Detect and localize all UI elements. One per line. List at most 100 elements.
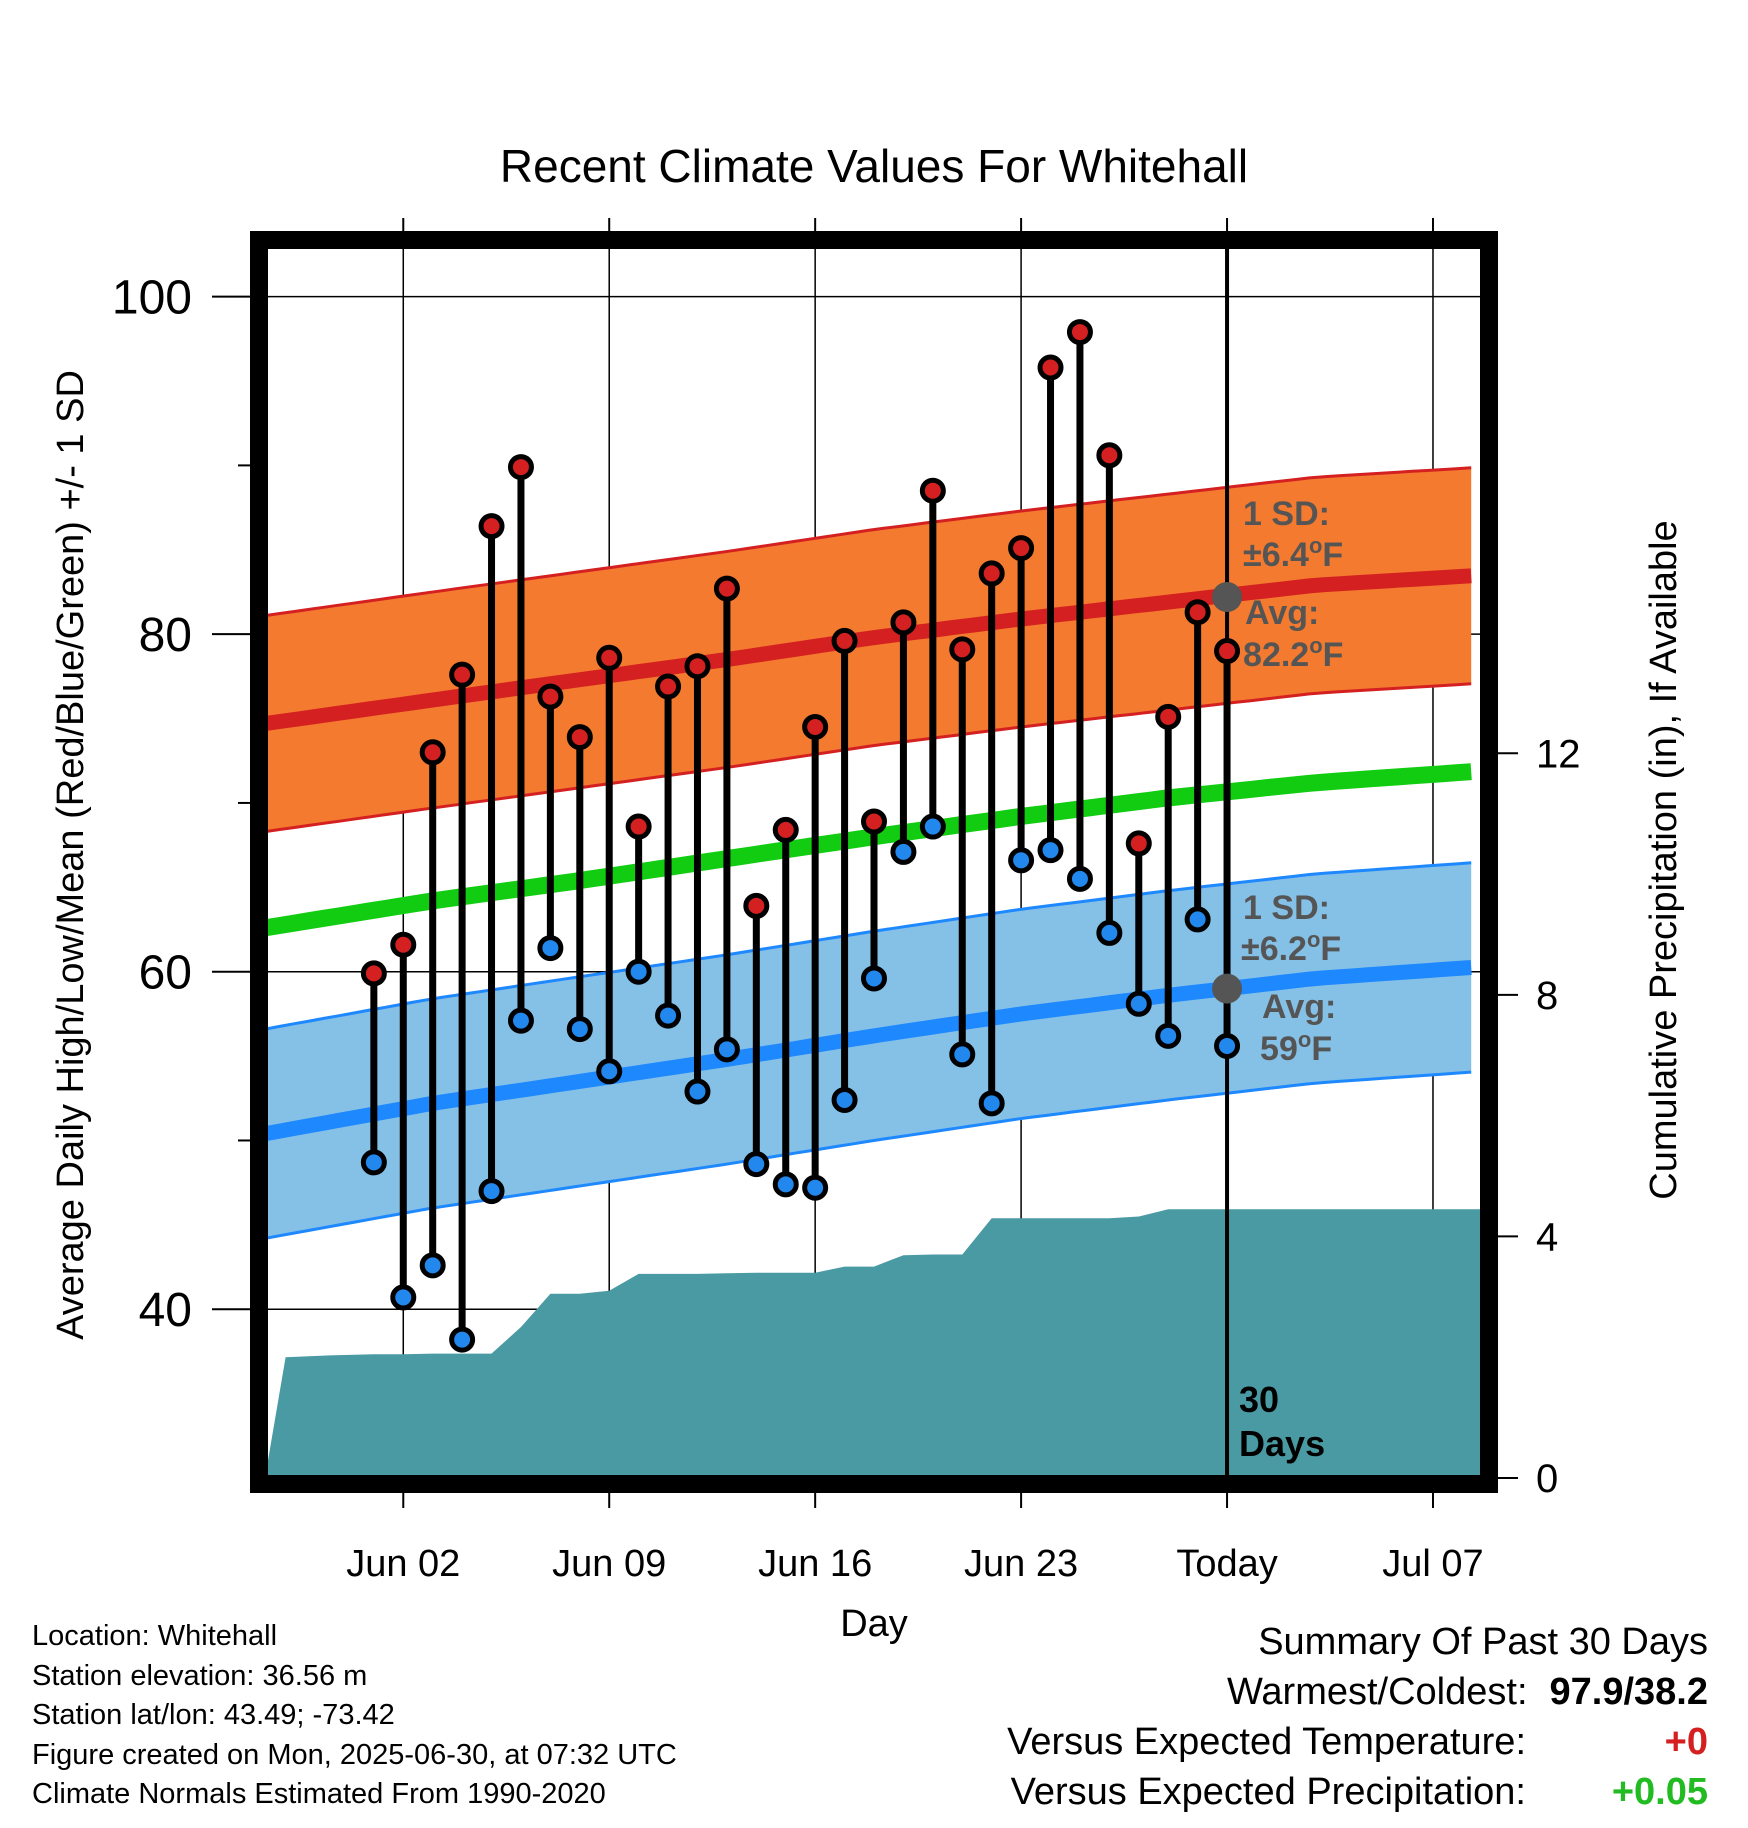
daily-high-point: [861, 808, 887, 835]
y2-tick-label: 8: [1536, 974, 1558, 1018]
daily-high-point: [772, 816, 799, 843]
daily-low-point: [802, 1174, 829, 1201]
elevation-text: Station elevation: 36.56 m: [32, 1659, 368, 1692]
summary-title: Summary Of Past 30 Days: [1258, 1621, 1708, 1663]
summary-temp-row: Versus Expected Temperature: +0: [1007, 1717, 1708, 1767]
daily-low-point: [566, 1016, 593, 1043]
location-text: Location: Whitehall: [32, 1620, 278, 1652]
daily-low-point: [596, 1058, 623, 1085]
summary-panel: Summary Of Past 30 Days Warmest/Coldest:…: [1007, 1617, 1708, 1817]
daily-low-point: [919, 813, 946, 840]
high-sd-band: [265, 467, 1472, 832]
daily-low-point: [478, 1178, 505, 1205]
normal-mean-line: [265, 763, 1472, 937]
daily-high-point: [1184, 599, 1211, 626]
y-tick-label: 40: [139, 1284, 192, 1337]
daily-low-point: [1125, 990, 1152, 1017]
precip-label: Versus Expected Precipitation:: [1010, 1771, 1526, 1813]
low-avg-value: 59oF: [1260, 1027, 1332, 1068]
daily-high-point: [1096, 442, 1123, 469]
daily-low-point: [861, 965, 887, 992]
daily-low-point: [1066, 865, 1093, 892]
y-axis-label: Average Daily High/Low/Mean (Red/Blue/Gr…: [50, 370, 92, 1340]
daily-high-point: [419, 739, 446, 766]
daily-high-point: [919, 477, 946, 504]
daily-low-point: [684, 1078, 711, 1105]
daily-high-point: [596, 644, 623, 671]
normals-text: Climate Normals Estimated From 1990-2020: [32, 1778, 606, 1810]
daily-low-point: [1096, 919, 1123, 946]
daily-low-point: [772, 1171, 799, 1198]
daily-low-point: [831, 1086, 858, 1113]
chart-title: Recent Climate Values For Whitehall: [500, 140, 1248, 192]
low-sd-value: ±6.2oF: [1241, 927, 1341, 968]
high-sd-label: 1 SD:: [1243, 495, 1330, 533]
daily-low-point: [390, 1284, 417, 1311]
high-sd-value: ±6.4oF: [1243, 533, 1343, 574]
summary-precip-row: Versus Expected Precipitation: +0.05: [1007, 1767, 1708, 1817]
daily-low-point: [655, 1002, 682, 1029]
created-text: Figure created on Mon, 2025-06-30, at 07…: [32, 1738, 677, 1771]
plot-frame: [250, 231, 1498, 1493]
daily-low-point: [449, 1326, 476, 1353]
x-tick-label: Today: [1176, 1543, 1277, 1585]
daily-low-point: [890, 838, 917, 865]
temp-value: +0: [1664, 1721, 1708, 1763]
daily-low-point: [1184, 906, 1211, 933]
daily-high-point: [655, 673, 682, 700]
daily-high-point: [949, 636, 976, 663]
x-tick-label: Jun 23: [964, 1543, 1078, 1585]
daily-low-point: [625, 958, 652, 985]
daily-low-point: [949, 1041, 976, 1068]
high-avg-value: 82.2oF: [1243, 633, 1343, 674]
today-days-number: 30: [1239, 1379, 1279, 1420]
daily-high-point: [831, 627, 858, 654]
precip-value: +0.05: [1611, 1771, 1708, 1813]
daily-high-point: [890, 609, 917, 636]
x-tick-label: Jun 09: [552, 1543, 666, 1585]
daily-high-point: [478, 513, 505, 540]
daily-low-point: [1008, 847, 1035, 874]
daily-low-point: [713, 1036, 740, 1063]
x-tick-label: Jun 16: [758, 1543, 872, 1585]
daily-high-point: [1155, 703, 1182, 730]
y2-tick-label: 4: [1536, 1215, 1558, 1259]
daily-low-point: [1214, 1032, 1241, 1059]
high-avg-label: Avg:: [1245, 594, 1319, 632]
daily-low-point: [360, 1149, 387, 1176]
daily-high-point: [360, 960, 387, 987]
daily-high-point: [507, 454, 534, 481]
daily-low-point: [743, 1151, 770, 1178]
high-sd-band-lower-edge: [265, 682, 1472, 834]
daily-high-point: [684, 653, 711, 680]
x-tick-label: Jun 02: [346, 1543, 460, 1585]
x-tick-label: Jul 07: [1382, 1543, 1483, 1585]
y-tick-label: 100: [112, 272, 192, 325]
daily-high-point: [1066, 319, 1093, 346]
low-sd-band-lower-edge: [265, 1070, 1472, 1240]
station-metadata: Location: Whitehall Station elevation: 3…: [32, 1617, 677, 1815]
y-tick-label: 80: [139, 609, 192, 662]
y2-tick-label: 0: [1536, 1457, 1558, 1501]
daily-high-point: [1037, 354, 1064, 381]
today-days-word: Days: [1239, 1423, 1325, 1464]
low-sd-band-upper-edge: [265, 861, 1472, 1031]
y2-axis-label: Cumulative Precipitation (in), If Availa…: [1643, 520, 1685, 1199]
daily-low-point: [1155, 1022, 1182, 1049]
warm-cold-label: Warmest/Coldest:: [1226, 1671, 1528, 1713]
low-avg-label: Avg:: [1262, 988, 1336, 1026]
daily-high-point: [1214, 638, 1241, 665]
plot-content: [265, 246, 1483, 1478]
high-avg-marker: [1212, 582, 1243, 613]
daily-low-point: [537, 935, 564, 962]
warm-cold-value: 97.9/38.2: [1549, 1671, 1708, 1713]
daily-high-point: [449, 661, 476, 688]
normal-low-line: [265, 960, 1472, 1142]
daily-high-point: [537, 683, 564, 710]
daily-high-point: [802, 713, 829, 740]
daily-high-point: [1125, 830, 1152, 857]
daily-high-point: [625, 813, 652, 840]
y2-tick-label: 12: [1536, 732, 1581, 776]
